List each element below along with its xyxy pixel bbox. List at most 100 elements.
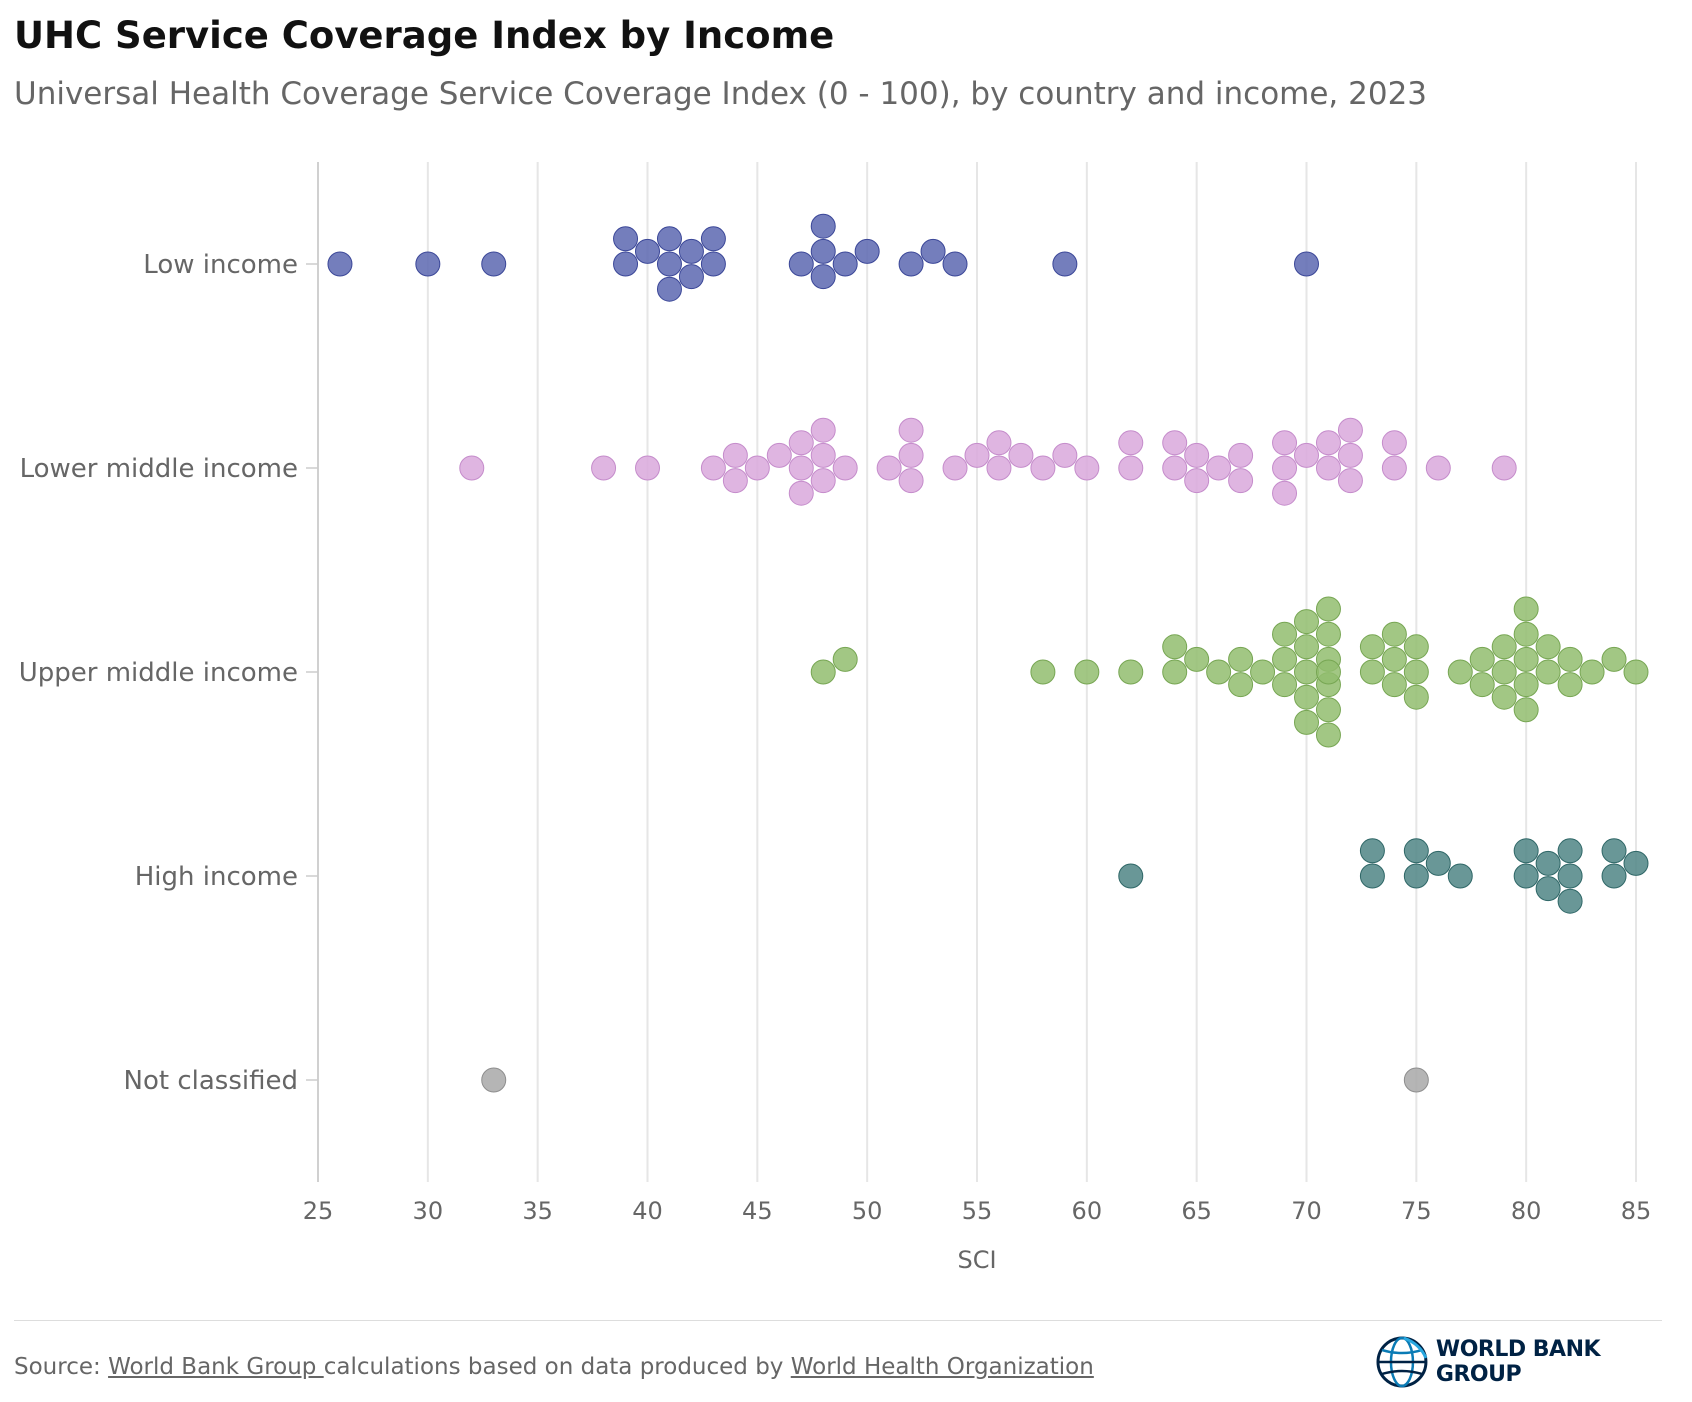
data-point[interactable] [898,417,924,443]
data-point[interactable] [876,455,902,481]
data-point[interactable] [1294,251,1319,277]
data-point[interactable] [1447,659,1473,685]
data-point[interactable] [1337,468,1363,494]
data-point[interactable] [415,251,441,277]
data-point[interactable] [656,226,682,252]
data-point[interactable] [1315,596,1341,622]
data-point[interactable] [1579,659,1605,685]
data-point[interactable] [1403,659,1429,685]
data-point[interactable] [1118,863,1144,889]
data-point[interactable] [1294,634,1319,660]
data-point[interactable] [1162,455,1188,481]
data-point[interactable] [1184,646,1210,672]
data-point[interactable] [722,468,748,494]
data-point[interactable] [1425,455,1451,481]
data-point[interactable] [1491,659,1517,685]
data-point[interactable] [1315,621,1341,647]
data-point[interactable] [722,442,748,468]
data-point[interactable] [1359,659,1385,685]
data-point[interactable] [1228,442,1254,468]
data-point[interactable] [1337,442,1363,468]
data-point[interactable] [942,251,968,277]
data-point[interactable] [635,455,660,481]
data-point[interactable] [986,430,1012,456]
data-point[interactable] [810,659,836,685]
data-point[interactable] [1403,838,1429,864]
data-point[interactable] [964,442,990,468]
data-point[interactable] [1535,634,1561,660]
data-point[interactable] [810,264,836,290]
data-point[interactable] [1118,659,1144,685]
data-point[interactable] [1623,659,1649,685]
data-point[interactable] [1030,455,1056,481]
data-point[interactable] [1272,430,1298,456]
data-point[interactable] [1315,722,1341,748]
data-point[interactable] [1425,850,1451,876]
data-point[interactable] [459,455,485,481]
data-point[interactable] [810,442,836,468]
data-point[interactable] [1381,646,1407,672]
data-point[interactable] [1403,863,1429,889]
data-point[interactable] [788,251,814,277]
data-point[interactable] [986,455,1012,481]
data-point[interactable] [920,238,946,264]
data-point[interactable] [1315,697,1341,723]
data-point[interactable] [898,442,924,468]
data-point[interactable] [1381,455,1407,481]
data-point[interactable] [1359,634,1385,660]
data-point[interactable] [1557,888,1583,914]
data-point[interactable] [1447,863,1473,889]
data-point[interactable] [898,468,924,494]
data-point[interactable] [678,238,704,264]
data-point[interactable] [1403,634,1429,660]
data-point[interactable] [327,251,353,277]
data-point[interactable] [1601,646,1627,672]
source-link-who[interactable]: World Health Organization [790,1354,1094,1380]
data-point[interactable] [1228,646,1254,672]
data-point[interactable] [1250,659,1276,685]
data-point[interactable] [1513,863,1539,889]
data-point[interactable] [1513,596,1539,622]
data-point[interactable] [1052,442,1078,468]
data-point[interactable] [700,455,726,481]
data-point[interactable] [1535,876,1561,902]
data-point[interactable] [766,442,792,468]
data-point[interactable] [635,238,660,264]
data-point[interactable] [1601,863,1627,889]
data-point[interactable] [1206,659,1232,685]
data-point[interactable] [744,455,770,481]
data-point[interactable] [1206,455,1232,481]
data-point[interactable] [810,213,836,239]
data-point[interactable] [1162,659,1188,685]
data-point[interactable] [832,251,858,277]
data-point[interactable] [1535,850,1561,876]
data-point[interactable] [854,238,880,264]
data-point[interactable] [788,430,814,456]
data-point[interactable] [832,646,858,672]
data-point[interactable] [1381,430,1407,456]
data-point[interactable] [788,455,814,481]
data-point[interactable] [1294,709,1319,735]
data-point[interactable] [788,480,814,506]
data-point[interactable] [1074,659,1100,685]
data-point[interactable] [1491,455,1517,481]
data-point[interactable] [1403,1067,1429,1093]
data-point[interactable] [1557,863,1583,889]
data-point[interactable] [1272,455,1298,481]
data-point[interactable] [1513,697,1539,723]
data-point[interactable] [1469,672,1495,698]
data-point[interactable] [1118,430,1144,456]
data-point[interactable] [1513,838,1539,864]
data-point[interactable] [613,251,639,277]
data-point[interactable] [1403,684,1429,710]
data-point[interactable] [700,251,726,277]
data-point[interactable] [678,264,704,290]
data-point[interactable] [1294,659,1319,685]
data-point[interactable] [832,455,858,481]
data-point[interactable] [1557,646,1583,672]
data-point[interactable] [1272,480,1298,506]
data-point[interactable] [1359,863,1385,889]
data-point[interactable] [1294,442,1319,468]
data-point[interactable] [942,455,968,481]
data-point[interactable] [1359,838,1385,864]
